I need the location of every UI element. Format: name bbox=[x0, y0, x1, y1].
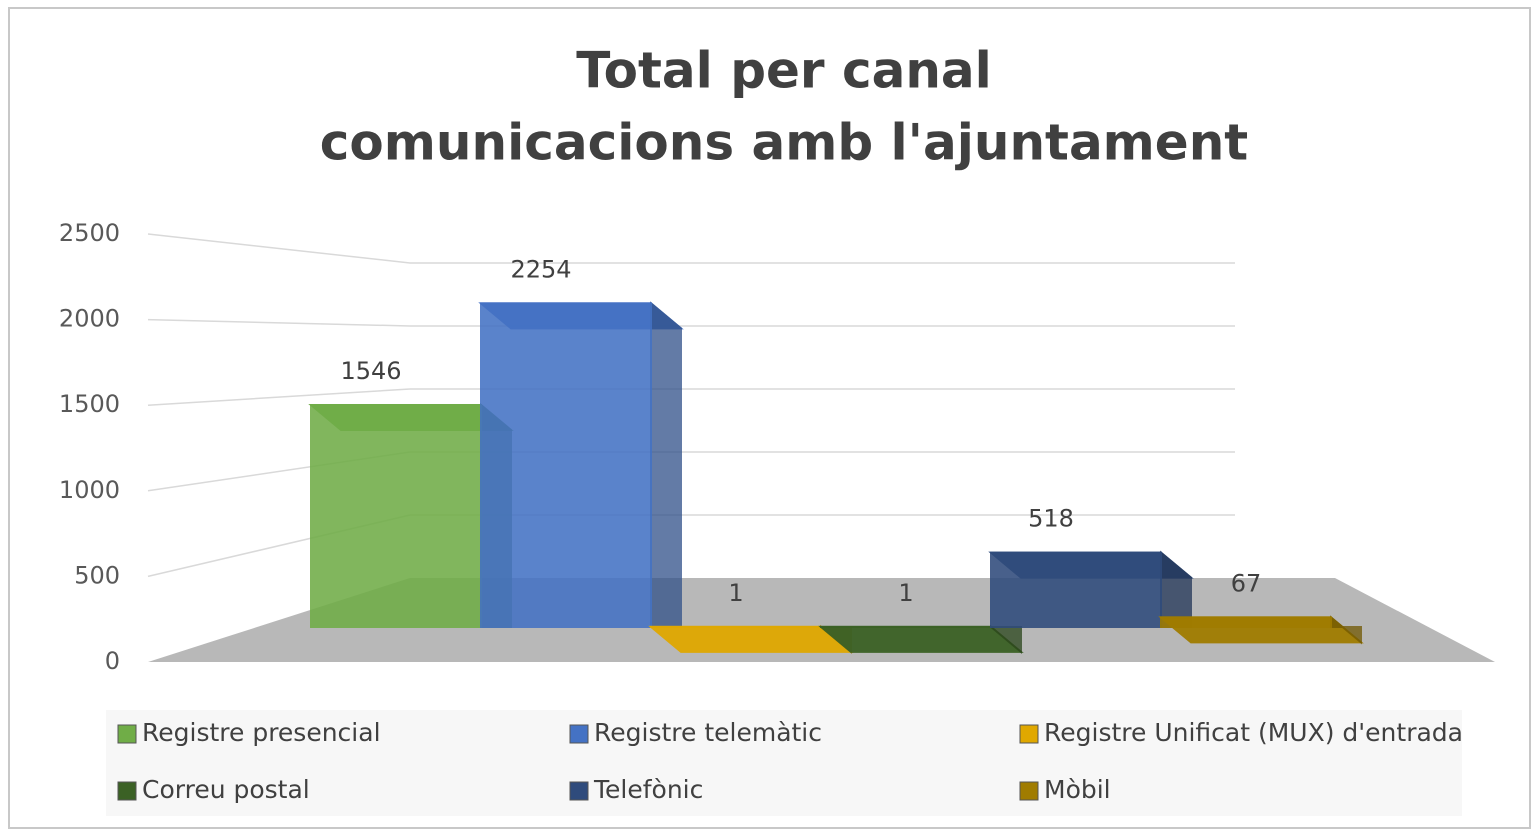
legend-swatch bbox=[1019, 781, 1039, 801]
y-tick-label: 2500 bbox=[59, 219, 120, 247]
legend-label: Registre presencial bbox=[142, 718, 381, 747]
legend-label: Correu postal bbox=[142, 775, 310, 804]
legend-swatch bbox=[569, 724, 589, 744]
legend-swatch bbox=[117, 724, 137, 744]
legend-label: Registre telemàtic bbox=[594, 718, 822, 747]
bar bbox=[1158, 615, 1364, 645]
chart-title: Total per canal bbox=[576, 42, 992, 100]
bar-face bbox=[480, 302, 652, 628]
data-label: 1 bbox=[898, 579, 913, 607]
y-tick-label: 500 bbox=[74, 561, 120, 589]
bar bbox=[478, 301, 684, 628]
data-label: 67 bbox=[1231, 569, 1262, 597]
bar-face bbox=[648, 625, 854, 653]
bar bbox=[988, 550, 1194, 628]
grid-line bbox=[147, 388, 1235, 406]
bar bbox=[648, 624, 854, 654]
grid-line bbox=[147, 318, 1235, 327]
y-tick-label: 1500 bbox=[59, 390, 120, 418]
legend-swatch bbox=[1019, 724, 1039, 744]
bar-face bbox=[650, 301, 682, 628]
bar-face bbox=[310, 403, 482, 628]
bar-face bbox=[1160, 616, 1332, 628]
grid-line bbox=[147, 233, 1235, 264]
y-tick-label: 1000 bbox=[59, 476, 120, 504]
bar-face bbox=[818, 625, 1024, 653]
data-label: 1 bbox=[728, 579, 743, 607]
legend-box bbox=[106, 710, 1462, 816]
y-tick-label: 0 bbox=[105, 647, 120, 675]
data-label: 1546 bbox=[340, 357, 401, 385]
data-label: 518 bbox=[1028, 505, 1074, 533]
legend-label: Mòbil bbox=[1044, 775, 1111, 804]
bar bbox=[818, 624, 1024, 654]
y-tick-label: 2000 bbox=[59, 305, 120, 333]
bar-face bbox=[990, 551, 1162, 628]
chart-frame bbox=[8, 7, 1531, 829]
legend-swatch bbox=[569, 781, 589, 801]
legend-swatch bbox=[117, 781, 137, 801]
data-label: 2254 bbox=[510, 255, 571, 283]
legend-label: Telefònic bbox=[593, 775, 703, 804]
legend-label: Registre Unificat (MUX) d'entrada bbox=[1044, 718, 1463, 747]
chart-title: comunicacions amb l'ajuntament bbox=[320, 114, 1248, 172]
